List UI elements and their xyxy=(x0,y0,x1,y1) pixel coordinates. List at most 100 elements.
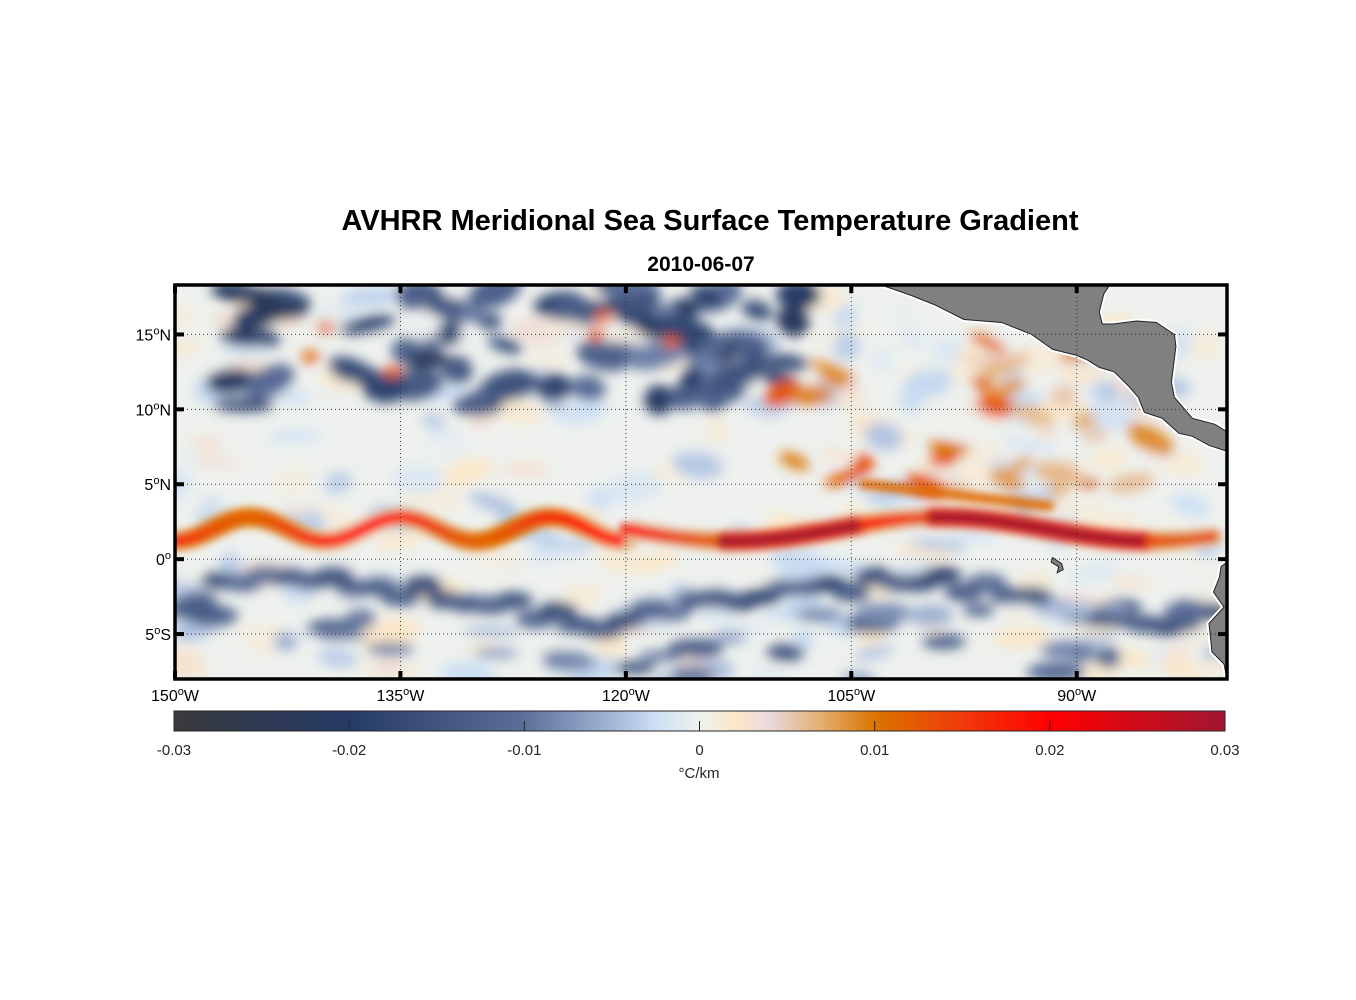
gradient-patch xyxy=(743,565,779,583)
gradient-patch xyxy=(442,355,473,385)
gradient-patch xyxy=(545,549,583,560)
gradient-patch xyxy=(190,436,222,452)
gradient-patch xyxy=(1069,561,1119,584)
gradient-patch xyxy=(1078,477,1100,489)
gradient-patch xyxy=(341,286,401,308)
front-core xyxy=(1204,530,1219,543)
gradient-patch xyxy=(365,642,415,656)
sst-gradient-field xyxy=(175,285,1227,679)
gradient-patch xyxy=(871,347,892,373)
gradient-patch xyxy=(530,544,553,565)
gradient-patch xyxy=(177,607,229,622)
y-tick-label: 5oS xyxy=(145,625,171,644)
gradient-patch xyxy=(317,649,359,668)
gradient-patch xyxy=(1026,662,1087,679)
gradient-patch xyxy=(741,299,773,321)
gradient-patch xyxy=(776,305,810,337)
gradient-patch xyxy=(854,602,912,624)
colorbar: -0.03 -0.02 -0.01 0 0.01 0.02 0.03 °C/km xyxy=(157,710,1240,782)
gradient-patch xyxy=(1082,428,1109,443)
gradient-patch xyxy=(989,467,1025,492)
x-tick-label: 120oW xyxy=(602,686,651,705)
y-tick-label: 15oN xyxy=(136,325,171,344)
gradient-patch xyxy=(637,551,678,569)
gradient-patch xyxy=(819,372,851,388)
gradient-patch xyxy=(706,358,767,393)
gradient-patch xyxy=(1036,600,1096,619)
gradient-patch xyxy=(180,448,201,469)
gradient-patch xyxy=(437,320,462,346)
gradient-patch xyxy=(330,357,389,389)
gradient-patch xyxy=(358,617,420,650)
x-tick-label: 150oW xyxy=(151,686,200,705)
land-galapagos xyxy=(1050,556,1064,574)
gradient-patch xyxy=(1092,614,1137,628)
gradient-patch xyxy=(247,303,305,325)
colorbar-tick-label: 0.01 xyxy=(860,742,889,759)
gradient-patch xyxy=(711,631,747,645)
gradient-patch xyxy=(638,650,686,662)
y-tick-label: 10oN xyxy=(136,400,171,419)
gradient-patch xyxy=(621,292,661,315)
gradient-patch xyxy=(701,390,730,413)
gradient-patch xyxy=(1163,601,1208,623)
map-frame xyxy=(173,283,1229,681)
gradient-patch xyxy=(854,645,894,661)
land-mask xyxy=(878,285,1227,679)
gradient-patch xyxy=(900,327,925,350)
gradient-patch xyxy=(945,530,999,542)
gradient-patch xyxy=(243,363,295,400)
gradient-patch xyxy=(312,567,353,586)
gradient-patch xyxy=(587,485,612,513)
gradient-patch xyxy=(475,564,511,579)
gradient-patch xyxy=(661,335,680,348)
gradient-patch xyxy=(697,339,726,358)
gradient-patch xyxy=(613,661,657,674)
gradient-patch xyxy=(480,369,539,402)
gradient-patch xyxy=(669,665,715,679)
gradient-patch xyxy=(1086,401,1137,429)
gradient-patch xyxy=(697,605,736,622)
gradient-patch xyxy=(395,285,432,310)
colorbar-tick-label: 0 xyxy=(695,742,703,759)
gradient-patch xyxy=(892,301,915,329)
gradient-patch xyxy=(1034,425,1060,440)
gradient-patch xyxy=(469,492,519,515)
chart-title: AVHRR Meridional Sea Surface Temperature… xyxy=(341,205,1079,237)
gradient-patch xyxy=(907,604,954,627)
gradient-patch xyxy=(794,607,844,622)
gradient-patch xyxy=(695,288,723,309)
gradient-patch xyxy=(571,374,606,402)
gradient-patch xyxy=(316,320,335,333)
gradient-patch xyxy=(1163,650,1189,678)
front-branch xyxy=(1038,500,1055,511)
gradient-patch xyxy=(808,359,855,381)
gradient-patch xyxy=(969,332,1007,354)
gradient-patch xyxy=(468,285,522,309)
gradient-patch xyxy=(1072,411,1096,431)
colorbar-tick-label: 0.03 xyxy=(1210,742,1239,759)
colorbar-label: °C/km xyxy=(679,765,720,782)
gradient-patch xyxy=(555,400,608,424)
gradient-patch xyxy=(991,627,1052,648)
gradient-patch xyxy=(788,387,835,405)
graticule xyxy=(175,285,1227,679)
gradient-patch xyxy=(840,503,862,518)
gradient-patch xyxy=(383,365,402,378)
gradient-patch xyxy=(535,372,572,402)
gradient-patch xyxy=(853,453,875,475)
x-tick-label: 135oW xyxy=(376,686,425,705)
gradient-patch xyxy=(928,450,960,468)
gradient-patch xyxy=(763,380,800,408)
gradient-patch xyxy=(833,331,860,361)
front-core xyxy=(611,534,626,547)
gradient-patch xyxy=(776,285,822,310)
gradient-patch xyxy=(575,341,631,372)
gradient-patch xyxy=(672,451,724,479)
gradient-patch xyxy=(274,468,314,495)
gradient-patch xyxy=(921,566,962,585)
land-central-america xyxy=(881,285,1227,452)
gradient-patch xyxy=(1190,331,1218,361)
x-tick-label: 90oW xyxy=(1057,686,1097,705)
